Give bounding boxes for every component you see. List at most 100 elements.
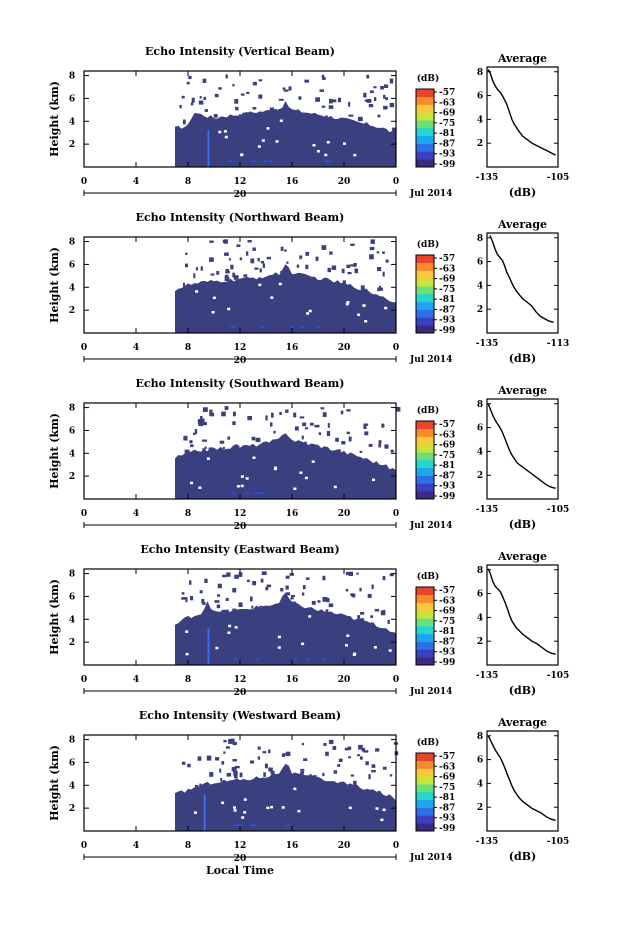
profile-y-tick-label: 6 [477,756,483,766]
x-tick-label: 16 [286,841,299,851]
echo-speck [202,602,206,605]
profile-title: Average [497,550,547,563]
echo-speck [204,446,207,449]
echo-speck [222,239,227,244]
colorbar-tick-label: -69 [439,109,455,119]
low-level-speck [249,824,254,827]
colorbar-segment [416,270,434,279]
data-gap [185,630,189,633]
echo-speck [366,99,372,103]
colorbar-segment [416,436,434,445]
y-tick-label: 4 [69,615,75,625]
echo-speck [209,409,213,415]
echo-speck [227,436,231,440]
echo-speck [243,274,248,277]
echo-speck [236,244,241,247]
x-tick-label: 0 [393,343,399,353]
echo-speck [193,273,196,279]
low-level-speck [233,658,238,661]
echo-speck [350,593,355,596]
echo-speck [225,597,229,601]
y-tick-label: 6 [69,94,75,104]
echo-speck [341,441,346,445]
echo-speck [294,426,299,431]
profile-x-tick-label: -105 [547,505,570,515]
echo-region [175,101,396,167]
echo-speck [382,271,385,277]
echo-speck [300,771,305,774]
echo-speck [262,263,265,268]
data-gap [266,806,270,810]
profile-y-tick-label: 8 [477,400,483,410]
echo-speck [373,86,377,89]
colorbar-segment [416,135,434,144]
colorbar-tick-label: -87 [439,471,455,481]
data-gap [353,153,357,157]
echo-speck [361,747,366,752]
data-gap [299,471,303,474]
echo-speck [288,86,292,91]
echo-speck [291,595,295,598]
echo-speck [228,739,233,744]
data-gap [316,150,320,153]
data-gap [373,646,377,649]
echo-speck [209,240,214,243]
echo-speck [226,572,231,577]
echo-speck [264,763,268,769]
panel-title: Echo Intensity (Westward Beam) [139,709,341,722]
x-tick-label: 0 [81,343,87,353]
echo-speck [213,114,218,118]
echo-speck [301,743,305,746]
echo-speck [350,243,355,246]
colorbar-segment [416,815,434,824]
echo-speck [188,75,192,80]
data-gap [382,808,386,812]
echo-speck [325,751,329,756]
echo-speck [235,106,239,111]
echo-speck [346,409,351,412]
echo-speck [384,84,389,88]
colorbar-segment [416,641,434,650]
low-level-speck [293,658,298,661]
colorbar-segment [416,587,434,596]
profile-y-tick-label: 8 [477,566,483,576]
y-tick-label: 8 [69,238,75,248]
echo-speck [321,74,325,77]
x-tick-label: 0 [393,675,399,685]
profile-y-tick-label: 6 [477,258,483,268]
echo-speck [223,739,227,743]
date-day: 20 [234,356,247,366]
data-gap [218,130,222,134]
colorbar-tick-label: -99 [439,492,455,502]
y-tick-label: 8 [69,570,75,580]
echo-speck [225,268,229,273]
echo-speck [198,100,204,105]
colorbar-tick-label: -99 [439,658,455,668]
colorbar-segment [416,784,434,793]
echo-speck [369,254,374,260]
echo-speck [365,761,369,766]
echo-speck [274,109,277,112]
colorbar-segment [416,610,434,619]
echo-speck [325,609,329,614]
x-tick-label: 12 [234,177,247,187]
echo-speck [389,774,393,777]
echo-speck [301,772,304,778]
colorbar-segment [416,753,434,762]
colorbar-tick-label: -57 [439,254,455,264]
echo-speck [268,767,273,772]
echo-speck [186,81,190,85]
echo-speck [204,109,208,112]
echo-speck [233,275,239,280]
echo-speck [224,406,229,410]
echo-speck [231,767,237,772]
colorbar-segment [416,776,434,785]
echo-speck [279,411,282,415]
echo-speck [221,116,224,120]
echo-speck [319,89,324,92]
profile-y-tick-label: 2 [477,803,483,813]
echo-speck [224,276,230,282]
data-gap [277,646,281,649]
profile-y-tick-label: 2 [477,637,483,647]
